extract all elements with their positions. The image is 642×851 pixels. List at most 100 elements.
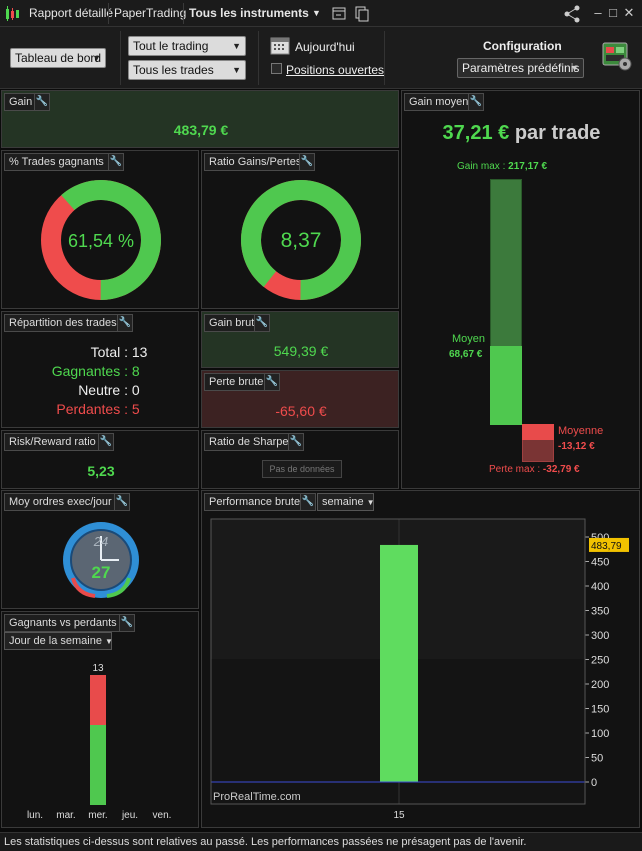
losing-bar[interactable] xyxy=(90,675,106,725)
performance-bar[interactable] xyxy=(380,544,418,782)
panel-title: Ratio Gains/Pertes xyxy=(204,153,307,171)
tab-papertrading[interactable]: PaperTrading xyxy=(114,6,187,20)
neutral-label: Neutre : xyxy=(78,382,128,398)
win-percentage-panel: % Trades gagnants 🔧 61,54 % xyxy=(1,150,199,309)
trades-filter-select[interactable]: Tous les trades ▼ xyxy=(128,60,246,80)
duplicate-icon[interactable] xyxy=(354,0,370,27)
dashboard-settings-icon[interactable] xyxy=(601,40,633,72)
average-gain-bar xyxy=(490,346,522,425)
wrench-icon[interactable]: 🔧 xyxy=(299,153,315,171)
instrument-selector[interactable]: Tous les instruments xyxy=(189,6,309,20)
max-loss-caption: Perte max : xyxy=(489,464,541,475)
gross-gain-value: 549,39 € xyxy=(273,343,329,359)
trading-filter-value: Tout le trading xyxy=(133,39,209,53)
wrench-icon[interactable]: 🔧 xyxy=(288,433,304,451)
y-tick-label: 350 xyxy=(591,606,609,618)
performance-period-select[interactable]: semaine ▼ xyxy=(317,493,375,511)
maximize-icon[interactable]: □ xyxy=(609,5,617,20)
per-trade-label: par trade xyxy=(514,122,601,144)
losing-value: 5 xyxy=(131,401,140,417)
panel-title: % Trades gagnants xyxy=(4,153,109,171)
dashboard-select-value: Tableau de bord xyxy=(15,51,102,65)
presets-select[interactable]: Paramètres prédéfinis ▼ xyxy=(457,58,584,78)
average-gain-value: 37,21 € xyxy=(442,122,510,144)
max-gain-value: 217,17 € xyxy=(508,161,548,172)
trade-breakdown-panel: Répartition des trades 🔧 Total : 13 Gagn… xyxy=(1,311,199,428)
wrench-icon[interactable]: 🔧 xyxy=(468,93,484,111)
title-bar: Rapport détaillé PaperTrading Tous les i… xyxy=(0,0,642,27)
y-tick-label: 200 xyxy=(591,679,609,691)
average-loss-label: Moyenne xyxy=(558,425,604,437)
wrench-icon[interactable]: 🔧 xyxy=(300,493,316,511)
chevron-down-icon: ▼ xyxy=(92,53,101,63)
clock-icon: 24 27 xyxy=(63,522,139,598)
max-loss-label: Perte max : -32,79 € xyxy=(489,464,580,475)
panel-title: Gain brut xyxy=(204,314,260,332)
trade-breakdown-list: Total : 13 Gagnantes : 8 Neutre : 0 Perd… xyxy=(2,343,200,419)
chevron-down-icon[interactable]: ▼ xyxy=(312,8,321,18)
wrench-icon[interactable]: 🔧 xyxy=(114,493,130,511)
weekday-label: jeu. xyxy=(121,810,138,821)
chevron-down-icon: ▼ xyxy=(105,637,113,646)
y-tick-label: 100 xyxy=(591,728,609,740)
orders-per-day-value: 27 xyxy=(92,563,111,582)
weekday-label: lun. xyxy=(27,810,43,821)
wrench-icon[interactable]: 🔧 xyxy=(34,93,50,111)
minimize-icon[interactable]: – xyxy=(594,5,602,20)
sharpe-ratio-panel: Ratio de Sharpe 🔧 Pas de données xyxy=(201,430,399,489)
gross-loss-value: -65,60 € xyxy=(275,403,327,419)
bar-total-label: 13 xyxy=(92,663,104,674)
total-value: 13 xyxy=(131,344,148,360)
total-label: Total : xyxy=(90,344,128,360)
winning-bar[interactable] xyxy=(90,725,106,805)
winners-vs-losers-panel: Gagnants vs perdants 🔧 Jour de la semain… xyxy=(1,611,199,828)
clock-top-number: 24 xyxy=(93,534,108,549)
chevron-down-icon: ▼ xyxy=(366,498,375,507)
panel-title: Risk/Reward ratio xyxy=(4,433,101,451)
panel-title: Gain moyen xyxy=(404,93,474,111)
max-loss-value: -32,79 € xyxy=(542,464,580,475)
wrench-icon[interactable]: 🔧 xyxy=(108,153,124,171)
weekday-period-value: Jour de la semaine xyxy=(9,635,102,647)
wrench-icon[interactable]: 🔧 xyxy=(254,314,270,332)
open-positions-label[interactable]: Positions ouvertes xyxy=(286,63,385,77)
wrench-icon[interactable]: 🔧 xyxy=(264,373,280,391)
gain-loss-ratio-value: 8,37 xyxy=(280,229,322,252)
open-positions-checkbox[interactable] xyxy=(271,63,282,74)
trading-filter-select[interactable]: Tout le trading ▼ xyxy=(128,36,246,56)
y-tick-label: 150 xyxy=(591,704,609,716)
wrench-icon[interactable]: 🔧 xyxy=(117,314,133,332)
average-loss-amount: -13,12 € xyxy=(558,441,595,452)
plot-border xyxy=(210,518,586,805)
weekday-period-select[interactable]: Jour de la semaine ▼ xyxy=(4,632,113,650)
chevron-down-icon: ▼ xyxy=(570,63,579,73)
gross-performance-panel: Performance brute 🔧 semaine ▼ 0 50 100 150 2… xyxy=(201,490,640,828)
add-window-icon[interactable] xyxy=(331,0,347,27)
y-tick-label: 250 xyxy=(591,655,609,667)
trades-filter-value: Tous les trades xyxy=(133,63,214,77)
calendar-icon[interactable] xyxy=(270,35,290,55)
close-icon[interactable]: ✕ xyxy=(623,5,635,20)
max-gain-caption: Gain max : xyxy=(457,161,506,172)
gain-panel: Gain 🔧 483,79 € xyxy=(1,90,399,148)
today-button[interactable]: Aujourd'hui xyxy=(295,40,355,54)
winning-label: Gagnantes : xyxy=(51,363,128,379)
share-icon[interactable] xyxy=(563,0,581,27)
last-value-badge xyxy=(589,537,629,552)
gross-performance-chart: 05010015020025030035040045050015ProRealT… xyxy=(210,518,629,821)
tab-detailed-report[interactable]: Rapport détaillé xyxy=(29,6,114,20)
y-tick-label: 300 xyxy=(591,630,609,642)
y-tick-label: 0 xyxy=(591,777,597,789)
toolbar: Tableau de bord ▼ Tout le trading ▼ Tous l… xyxy=(0,27,642,89)
panel-title: Répartition des trades xyxy=(4,314,122,332)
orders-per-day-panel: Moy ordres exec/jour 🔧 24 27 xyxy=(1,490,199,609)
performance-period-value: semaine xyxy=(322,496,364,508)
average-loss-bar xyxy=(522,424,554,440)
y-tick-label: 450 xyxy=(591,557,609,569)
dashboard-select[interactable]: Tableau de bord ▼ xyxy=(10,48,106,68)
risk-reward-value: 5,23 xyxy=(87,463,115,479)
wrench-icon[interactable]: 🔧 xyxy=(119,614,135,632)
gross-gain-panel: Gain brut 🔧 549,39 € xyxy=(201,311,399,368)
wrench-icon[interactable]: 🔧 xyxy=(98,433,114,451)
win-percentage-value: 61,54 % xyxy=(67,231,135,251)
